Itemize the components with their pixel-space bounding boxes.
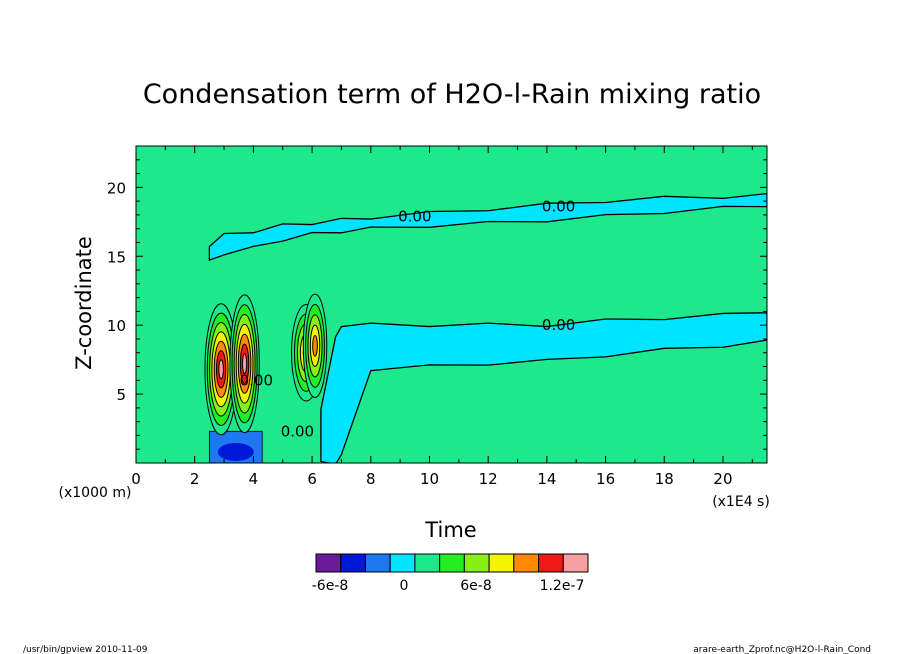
x-tick-label: 20 bbox=[713, 470, 732, 488]
colorbar-label: -6e-8 bbox=[312, 578, 349, 594]
x-tick-label: 6 bbox=[307, 470, 317, 488]
plot-area: 0.00 0.00 0.00 0.00 0.00 bbox=[135, 145, 768, 464]
lower-band bbox=[320, 312, 767, 463]
x-tick-label: 18 bbox=[655, 470, 674, 488]
negative-core bbox=[217, 442, 254, 461]
x-tick-label: 14 bbox=[537, 470, 556, 488]
colorbar: -6e-8 0 6e-8 1.2e-7 bbox=[312, 553, 589, 594]
colorbar-swatch bbox=[513, 553, 540, 573]
x-tick-label: 0 bbox=[131, 470, 141, 488]
x-axis: 0 2 4 6 8 10 12 14 16 18 20 bbox=[131, 146, 753, 488]
colorbar-swatch bbox=[488, 553, 515, 573]
convective-cell bbox=[302, 293, 328, 399]
footer-right: arare-earth_Zprof.nc@H2O-l-Rain_Cond bbox=[693, 645, 871, 654]
y-tick-label: 10 bbox=[107, 317, 126, 335]
contour-label: 0.00 bbox=[240, 371, 273, 389]
colorbar-swatch bbox=[414, 553, 441, 573]
x-axis-label: Time bbox=[424, 518, 476, 542]
cell-level bbox=[218, 359, 224, 380]
convective-cell bbox=[229, 294, 260, 434]
colorbar-swatch bbox=[439, 553, 465, 573]
x-tick-label: 16 bbox=[596, 470, 615, 488]
y-tick-label: 5 bbox=[116, 386, 126, 404]
y-axis: 5 10 15 20 bbox=[107, 159, 767, 450]
contour-label: 0.00 bbox=[542, 198, 575, 216]
y-tick-label: 20 bbox=[107, 179, 126, 197]
x-tick-label: 2 bbox=[190, 470, 200, 488]
colorbar-label: 1.2e-7 bbox=[540, 578, 585, 594]
chart-title: Condensation term of H2O-l-Rain mixing r… bbox=[143, 79, 761, 110]
colorbar-label: 6e-8 bbox=[460, 578, 491, 594]
y-unit-label: (x1000 m) bbox=[59, 485, 132, 501]
contour-label: 0.00 bbox=[542, 316, 575, 334]
colorbar-label: 0 bbox=[400, 578, 409, 594]
colorbar-swatch bbox=[315, 553, 342, 573]
colorbar-swatch bbox=[538, 553, 564, 573]
colorbar-swatch bbox=[340, 553, 366, 573]
y-tick-label: 15 bbox=[107, 248, 126, 266]
colorbar-swatch bbox=[364, 553, 391, 573]
cell-level bbox=[312, 335, 318, 357]
x-tick-label: 10 bbox=[420, 470, 439, 488]
convective-cell bbox=[204, 303, 238, 436]
footer-left: /usr/bin/gpview 2010-11-09 bbox=[23, 645, 148, 654]
contour-label: 0.00 bbox=[281, 422, 314, 440]
x-unit-label: (x1E4 s) bbox=[712, 494, 770, 510]
colorbar-swatch bbox=[389, 553, 416, 573]
plot-frame bbox=[135, 145, 768, 464]
colorbar-swatch bbox=[463, 553, 490, 573]
colorbar-swatch bbox=[562, 553, 589, 573]
contour-label: 0.00 bbox=[398, 207, 431, 225]
y-axis-label: Z-coordinate bbox=[72, 236, 96, 370]
cell-level bbox=[241, 353, 248, 375]
x-tick-label: 12 bbox=[479, 470, 498, 488]
x-tick-label: 4 bbox=[249, 470, 259, 488]
upper-band bbox=[208, 192, 767, 262]
x-tick-label: 8 bbox=[366, 470, 376, 488]
